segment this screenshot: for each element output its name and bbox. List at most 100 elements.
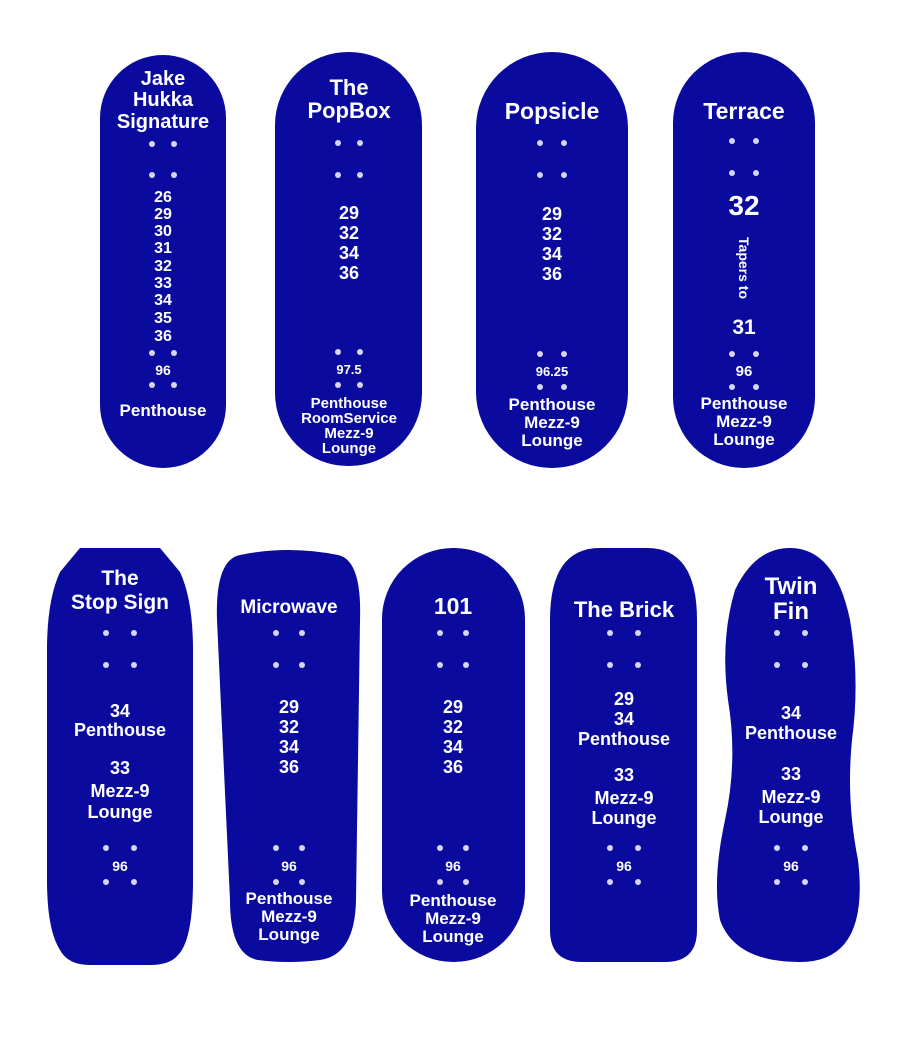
truck-hole xyxy=(463,879,469,885)
deck-width: Lounge xyxy=(592,808,657,828)
deck-width: 34 xyxy=(542,244,562,264)
truck-hole xyxy=(635,879,641,885)
deck-width: 34 xyxy=(614,709,634,729)
truck-hole xyxy=(802,845,808,851)
truck-hole xyxy=(299,630,305,636)
truck-hole xyxy=(537,351,543,357)
deck-title: Jake xyxy=(141,68,186,90)
truck-hole xyxy=(335,172,341,178)
truck-hole xyxy=(273,879,279,885)
deck-model: Penthouse xyxy=(311,395,388,412)
deck-model: Mezz-9 xyxy=(425,909,481,928)
truck-hole xyxy=(463,845,469,851)
deck-model: Lounge xyxy=(422,927,483,946)
truck-hole xyxy=(561,384,567,390)
deck-model: RoomService xyxy=(301,410,397,427)
truck-hole xyxy=(103,630,109,636)
truck-hole xyxy=(131,662,137,668)
deck-width: 35 xyxy=(154,310,172,327)
deck-width: 26 xyxy=(154,189,172,206)
deck-shape xyxy=(100,55,226,468)
truck-hole xyxy=(299,879,305,885)
deck-width: 34 xyxy=(781,703,801,723)
deck-title: 101 xyxy=(434,593,473,619)
deck-model: Penthouse xyxy=(410,891,497,910)
deck-width: 33 xyxy=(781,764,801,784)
deck-width: 33 xyxy=(154,275,172,292)
deck-width: 36 xyxy=(443,757,463,777)
truck-hole xyxy=(753,351,759,357)
deck-width: Mezz-9 xyxy=(90,781,149,801)
deck-shape xyxy=(673,52,815,468)
truck-hole xyxy=(561,140,567,146)
deck-width: 30 xyxy=(154,223,172,240)
wheelbase: 96 xyxy=(281,858,297,874)
wheelbase: 96 xyxy=(445,858,461,874)
truck-hole xyxy=(607,845,613,851)
deck-model: Penthouse xyxy=(509,395,596,414)
wheelbase: 96 xyxy=(736,363,753,380)
deck-width: 34 xyxy=(154,292,172,309)
deck-width: 36 xyxy=(279,757,299,777)
deck-width: 32 xyxy=(154,258,172,275)
truck-hole xyxy=(357,382,363,388)
deck-title: The xyxy=(329,75,368,100)
truck-hole xyxy=(437,630,443,636)
truck-hole xyxy=(537,384,543,390)
deck-terrace: Terrace 32 Tapers to 31 96 PenthouseMezz-9Lou… xyxy=(673,52,815,468)
deck-model: Penthouse xyxy=(701,394,788,413)
truck-hole xyxy=(437,845,443,851)
truck-hole xyxy=(103,662,109,668)
truck-hole xyxy=(171,350,177,356)
truck-hole xyxy=(774,845,780,851)
truck-hole xyxy=(802,662,808,668)
deck-model: Lounge xyxy=(258,925,319,944)
deck-shape xyxy=(476,52,628,468)
deck-model: Mezz-9 xyxy=(716,412,772,431)
truck-hole xyxy=(607,879,613,885)
deck-width: 34 xyxy=(443,737,463,757)
deck-shape xyxy=(216,550,361,962)
deck-title: Terrace xyxy=(703,98,784,124)
deck-model: Lounge xyxy=(713,430,774,449)
truck-hole xyxy=(561,172,567,178)
deck-shape xyxy=(550,548,697,962)
truck-hole xyxy=(149,172,155,178)
deck-width: 31 xyxy=(732,316,756,339)
deck-width: 36 xyxy=(154,328,172,345)
deck-width: 33 xyxy=(110,758,130,778)
deck-shape xyxy=(47,548,193,965)
deck-width: Penthouse xyxy=(745,723,837,743)
deck-width: 29 xyxy=(542,204,562,224)
truck-hole xyxy=(335,140,341,146)
truck-hole xyxy=(299,845,305,851)
deck-width: 29 xyxy=(614,689,634,709)
deck-model: Mezz-9 xyxy=(324,425,373,442)
deck-title: Popsicle xyxy=(505,98,600,124)
truck-hole xyxy=(273,662,279,668)
deck-width: 36 xyxy=(542,264,562,284)
deck-title: Signature xyxy=(117,111,209,133)
truck-hole xyxy=(537,140,543,146)
deck-width: Mezz-9 xyxy=(761,787,820,807)
truck-hole xyxy=(753,384,759,390)
deck-width: 29 xyxy=(279,697,299,717)
deck-model: Lounge xyxy=(521,431,582,450)
deck-width: 34 xyxy=(339,243,359,263)
truck-hole xyxy=(335,349,341,355)
truck-hole xyxy=(463,662,469,668)
wheelbase: 96 xyxy=(112,858,128,874)
deck-title: Twin xyxy=(765,573,818,600)
deck-width: 29 xyxy=(154,206,172,223)
truck-hole xyxy=(753,138,759,144)
wheelbase: 96.25 xyxy=(536,364,569,379)
deck-model: Lounge xyxy=(322,440,376,457)
deck-model: Penthouse xyxy=(246,889,333,908)
truck-hole xyxy=(561,351,567,357)
truck-hole xyxy=(607,662,613,668)
